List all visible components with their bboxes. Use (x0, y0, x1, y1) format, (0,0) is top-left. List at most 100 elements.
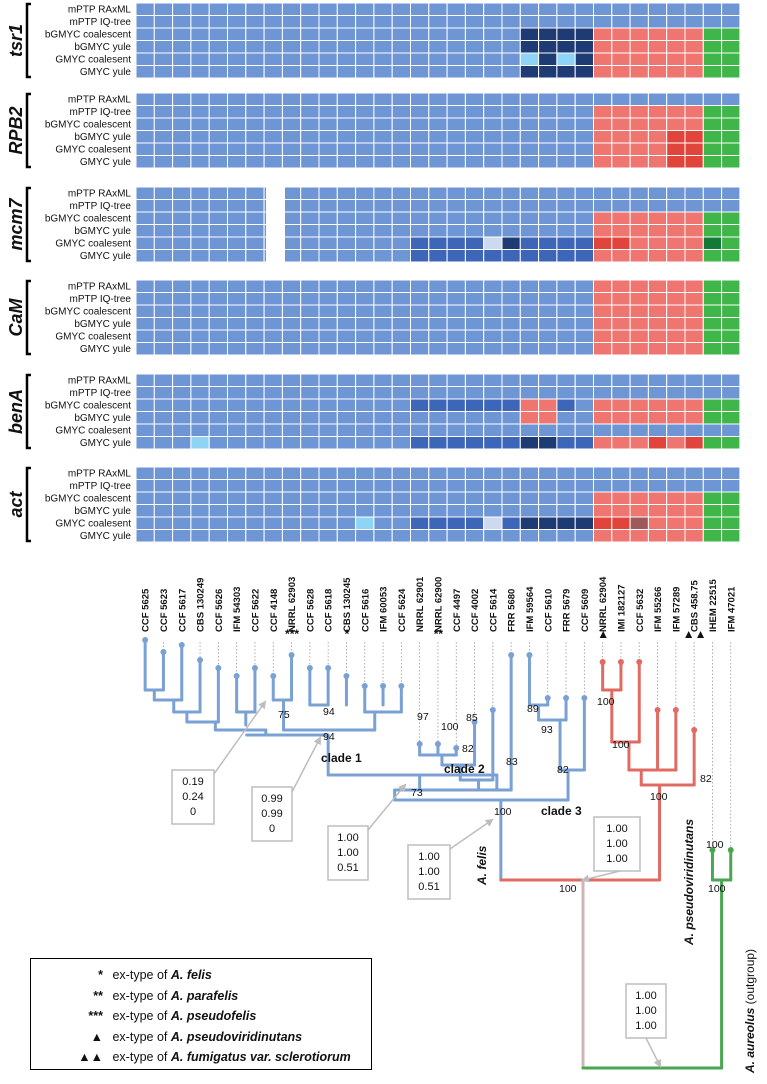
heatmap-cell (501, 516, 521, 530)
heatmap-cell (336, 504, 357, 518)
heatmap-cell (153, 236, 174, 250)
heatmap-cell (501, 423, 521, 437)
heatmap-cell (153, 211, 174, 225)
heatmap-cell (629, 249, 649, 263)
heatmap-cell (373, 423, 393, 437)
heatmap-cell (446, 27, 466, 41)
heatmap-cell (245, 529, 265, 543)
heatmap-cell (153, 529, 174, 543)
strain-label: IHEM 22515 (708, 578, 719, 632)
heatmap-cell (647, 373, 668, 387)
pp-arrow (449, 818, 494, 850)
heatmap-cell (336, 491, 357, 505)
heatmap-cell (702, 436, 723, 450)
heatmap-cell (684, 27, 704, 41)
heatmap-cell (245, 117, 265, 131)
heatmap-cell (702, 142, 723, 156)
legend-row: * ex-type of A. felis (39, 965, 363, 986)
heatmap-cell (684, 373, 704, 387)
heatmap-cell (446, 199, 466, 213)
heatmap-cell (721, 142, 741, 156)
heatmap-cell (153, 304, 174, 318)
heatmap-cell (190, 423, 210, 437)
heatmap-cell (574, 398, 595, 412)
heatmap-cell (629, 117, 649, 131)
heatmap-cell (318, 386, 338, 400)
heatmap-cell (227, 423, 247, 437)
tree-node (709, 847, 716, 853)
strain-label: NRRL 62904 (598, 576, 609, 632)
heatmap-cell (446, 142, 466, 156)
heatmap-cell (281, 329, 302, 343)
heatmap-cell (245, 386, 265, 400)
heatmap-cell (300, 386, 320, 400)
heatmap-cell (629, 92, 649, 106)
heatmap-cell (245, 479, 265, 493)
heatmap-cell (574, 479, 595, 493)
heatmap-cell (446, 329, 466, 343)
heatmap-cell (190, 186, 210, 200)
heatmap-cell (245, 373, 265, 387)
heatmap-cell (153, 504, 174, 518)
legend-row: ▲▲ ex-type of A. fumigatus var. scleroti… (39, 1047, 363, 1068)
heatmap-cell (227, 479, 247, 493)
heatmap-cell (556, 398, 576, 412)
heatmap-cell (318, 279, 338, 293)
legend-text: ex-type of (112, 1050, 168, 1065)
heatmap-cell (336, 279, 357, 293)
heatmap-cell (684, 65, 704, 79)
heatmap-cell (611, 15, 631, 29)
heatmap-cell (593, 52, 613, 66)
heatmap-cell (391, 329, 412, 343)
heatmap-cell (153, 436, 174, 450)
heatmap-cell (501, 211, 521, 225)
legend-species: A. parafelis (170, 988, 239, 1003)
heatmap-cell (172, 516, 192, 530)
heatmap-cell (593, 329, 613, 343)
heatmap-cell (410, 329, 430, 343)
heatmap-cell (593, 130, 613, 144)
heatmap-cell (611, 27, 631, 41)
heatmap-cell (538, 155, 558, 169)
heatmap-cell (483, 329, 503, 343)
heatmap-cell (501, 65, 521, 79)
mcm7-missing-gap (266, 185, 285, 265)
heatmap-cell (666, 186, 686, 200)
heatmap-cell (611, 186, 631, 200)
heatmap-cell (410, 373, 430, 387)
heatmap-cell (263, 373, 283, 387)
heatmap-cell (483, 105, 503, 119)
heatmap-cell (464, 15, 485, 29)
heatmap-cell (245, 15, 265, 29)
heatmap-cell (702, 52, 723, 66)
heatmap-cell (446, 52, 466, 66)
heatmap-cell (574, 423, 595, 437)
heatmap-cell (227, 317, 247, 331)
heatmap-cell (391, 40, 412, 54)
heatmap-cell (153, 292, 174, 306)
heatmap-cell (245, 52, 265, 66)
heatmap-cell (538, 386, 558, 400)
heatmap-cell (391, 466, 412, 480)
heatmap-cell (666, 398, 686, 412)
heatmap-cell (245, 491, 265, 505)
heatmap-cell (153, 117, 174, 131)
heatmap-cell (153, 317, 174, 331)
heatmap-cell (483, 491, 503, 505)
heatmap-cell (281, 211, 302, 225)
heatmap-cell (208, 155, 228, 169)
heatmap-cell (245, 27, 265, 41)
heatmap-cell (336, 142, 357, 156)
heatmap-cell (483, 15, 503, 29)
heatmap-cell (611, 466, 631, 480)
heatmap-cell (647, 516, 668, 530)
tree-node (672, 707, 679, 713)
heatmap-cell (556, 155, 576, 169)
locus-bracket (25, 466, 31, 543)
heatmap-cell (684, 516, 704, 530)
pp-value: 0.51 (337, 862, 358, 874)
heatmap-cell (355, 105, 375, 119)
heatmap-cell (519, 491, 540, 505)
heatmap-cell (593, 199, 613, 213)
strain-label: IFM 60053 (379, 587, 390, 632)
